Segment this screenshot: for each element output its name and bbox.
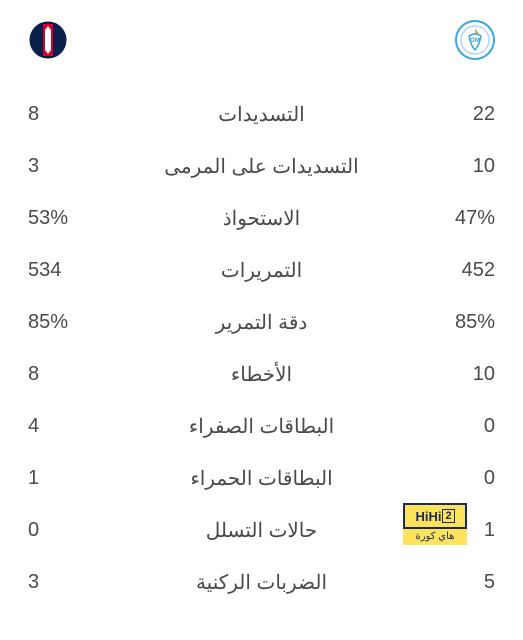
- stat-label: البطاقات الصفراء: [108, 414, 415, 439]
- teams-header: OM: [28, 20, 495, 60]
- stat-row: 534التمريرات452: [28, 244, 495, 296]
- stat-row: 0حالات التسلل1: [28, 504, 495, 556]
- stat-row: 8التسديدات22: [28, 88, 495, 140]
- stat-right-value: 47%: [415, 207, 495, 230]
- stat-label: التسديدات على المرمى: [108, 154, 415, 179]
- stat-right-value: 452: [415, 259, 495, 282]
- stat-left-value: 8: [28, 363, 108, 386]
- stat-label: حالات التسلل: [108, 518, 415, 543]
- stat-row: 3الضربات الركنية5: [28, 556, 495, 608]
- stat-left-value: 3: [28, 155, 108, 178]
- stat-row: 85%دقة التمرير85%: [28, 296, 495, 348]
- stat-right-value: 0: [415, 415, 495, 438]
- stat-row: 4البطاقات الصفراء0: [28, 400, 495, 452]
- svg-text:OM: OM: [470, 38, 480, 44]
- team-left-logo: [28, 20, 68, 60]
- stat-left-value: 8: [28, 103, 108, 126]
- stats-container: OM 8التسديدات223التسديدات على المرمى1053…: [0, 0, 523, 618]
- stat-label: الاستحواذ: [108, 206, 415, 231]
- stat-label: الأخطاء: [108, 362, 415, 387]
- stat-right-value: 5: [415, 571, 495, 594]
- stat-left-value: 53%: [28, 207, 108, 230]
- stat-label: التسديدات: [108, 102, 415, 127]
- stat-right-value: 85%: [415, 311, 495, 334]
- stat-right-value: 0: [415, 467, 495, 490]
- team-right-logo: OM: [455, 20, 495, 60]
- stat-left-value: 4: [28, 415, 108, 438]
- stat-label: دقة التمرير: [108, 310, 415, 335]
- stat-left-value: 3: [28, 571, 108, 594]
- stat-label: الضربات الركنية: [108, 570, 415, 595]
- stat-row: 8الأخطاء10: [28, 348, 495, 400]
- stats-list: 8التسديدات223التسديدات على المرمى1053%ال…: [28, 88, 495, 608]
- stat-row: 1البطاقات الحمراء0: [28, 452, 495, 504]
- stat-label: التمريرات: [108, 258, 415, 283]
- stat-row: 3التسديدات على المرمى10: [28, 140, 495, 192]
- stat-label: البطاقات الحمراء: [108, 466, 415, 491]
- stat-right-value: 1: [415, 519, 495, 542]
- stat-left-value: 1: [28, 467, 108, 490]
- stat-right-value: 22: [415, 103, 495, 126]
- stat-left-value: 534: [28, 259, 108, 282]
- stat-left-value: 0: [28, 519, 108, 542]
- stat-row: 53%الاستحواذ47%: [28, 192, 495, 244]
- stat-left-value: 85%: [28, 311, 108, 334]
- stat-right-value: 10: [415, 155, 495, 178]
- stat-right-value: 10: [415, 363, 495, 386]
